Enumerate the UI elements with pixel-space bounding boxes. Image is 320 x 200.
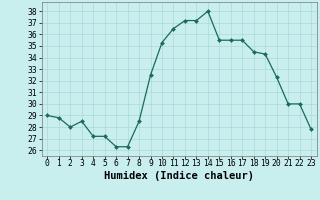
X-axis label: Humidex (Indice chaleur): Humidex (Indice chaleur) bbox=[104, 171, 254, 181]
